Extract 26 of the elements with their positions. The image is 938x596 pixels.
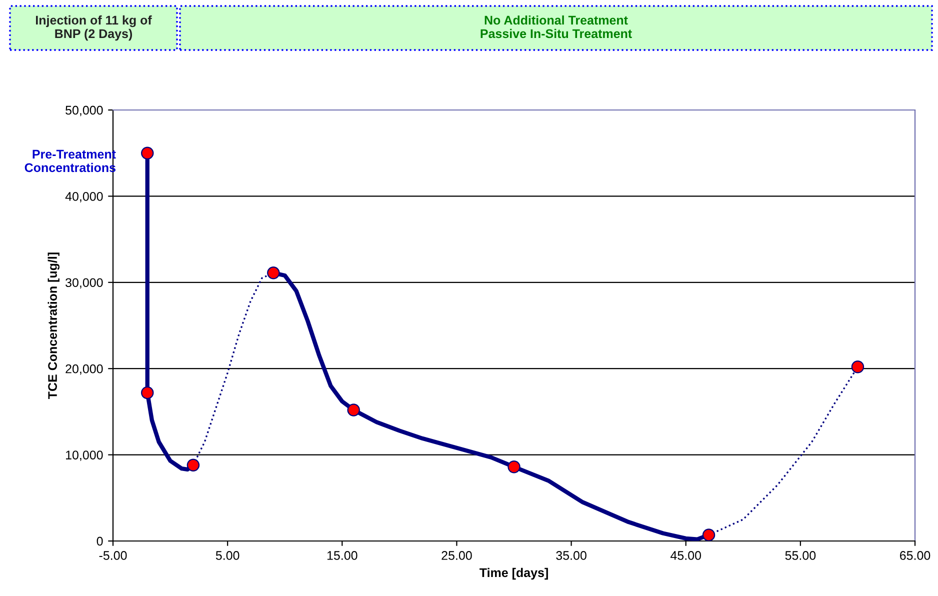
y-tick-label: 30,000 [66, 278, 103, 289]
x-tick-label: 5.00 [216, 551, 240, 560]
point [508, 460, 520, 474]
x-tick-label: 15.00 [327, 551, 358, 560]
x-tick-label: 65.00 [900, 551, 930, 560]
y-tick-label: 0 [96, 536, 103, 546]
point [702, 528, 716, 541]
point [851, 360, 864, 374]
y-tick-label: 40,000 [65, 192, 103, 202]
x-tick-label: 55.00 [785, 551, 816, 560]
text: No Additional Treatment Passive In-Situ Treatment [480, 15, 632, 38]
point [141, 386, 154, 400]
point [347, 404, 360, 416]
x-tick-label: 45.00 [670, 551, 702, 560]
x-tick-label: -5.00 [99, 551, 127, 560]
point [141, 146, 154, 160]
point [186, 458, 200, 472]
x-axis-title: Time [days] [480, 568, 548, 580]
x-tick-label: 25.00 [442, 551, 472, 560]
text: Injection of 11 kg of BNP (2 Days) [36, 15, 152, 41]
point [267, 266, 280, 280]
y-axis-title: TCE Concentration [ug/l] [48, 252, 60, 399]
y-tick-label: 10,000 [66, 450, 103, 461]
x-tick-label: 35.00 [556, 551, 586, 560]
y-tick-label: 20,000 [66, 364, 103, 375]
y-tick-label: 50,000 [66, 106, 103, 116]
